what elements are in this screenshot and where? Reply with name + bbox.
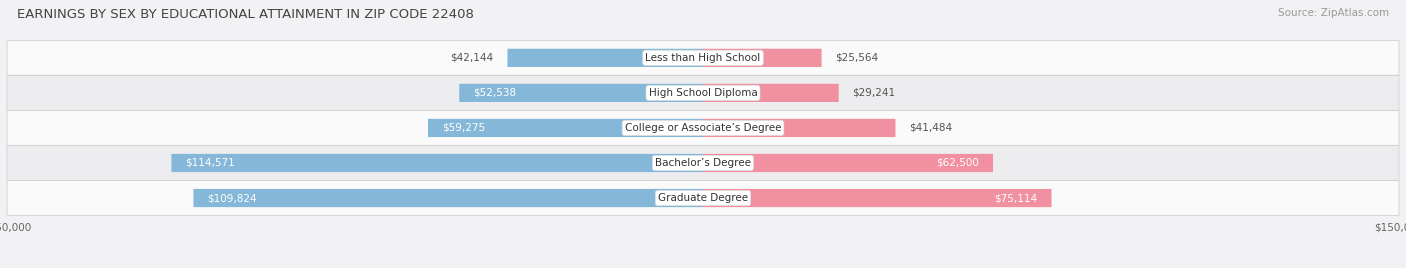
Text: $52,538: $52,538 [474, 88, 516, 98]
FancyBboxPatch shape [7, 111, 1399, 145]
FancyBboxPatch shape [703, 154, 993, 172]
Text: College or Associate’s Degree: College or Associate’s Degree [624, 123, 782, 133]
FancyBboxPatch shape [460, 84, 703, 102]
Text: $41,484: $41,484 [910, 123, 952, 133]
Text: $25,564: $25,564 [835, 53, 879, 63]
FancyBboxPatch shape [427, 119, 703, 137]
Text: High School Diploma: High School Diploma [648, 88, 758, 98]
FancyBboxPatch shape [703, 119, 896, 137]
FancyBboxPatch shape [7, 40, 1399, 75]
Text: $75,114: $75,114 [994, 193, 1038, 203]
Text: Source: ZipAtlas.com: Source: ZipAtlas.com [1278, 8, 1389, 18]
FancyBboxPatch shape [172, 154, 703, 172]
FancyBboxPatch shape [703, 49, 821, 67]
FancyBboxPatch shape [7, 146, 1399, 180]
Text: $62,500: $62,500 [936, 158, 979, 168]
Text: Less than High School: Less than High School [645, 53, 761, 63]
FancyBboxPatch shape [703, 84, 838, 102]
Text: $109,824: $109,824 [207, 193, 257, 203]
FancyBboxPatch shape [508, 49, 703, 67]
Text: $29,241: $29,241 [852, 88, 896, 98]
Text: EARNINGS BY SEX BY EDUCATIONAL ATTAINMENT IN ZIP CODE 22408: EARNINGS BY SEX BY EDUCATIONAL ATTAINMEN… [17, 8, 474, 21]
FancyBboxPatch shape [703, 189, 1052, 207]
Text: Bachelor’s Degree: Bachelor’s Degree [655, 158, 751, 168]
Text: Graduate Degree: Graduate Degree [658, 193, 748, 203]
Text: $114,571: $114,571 [186, 158, 235, 168]
Text: $59,275: $59,275 [441, 123, 485, 133]
FancyBboxPatch shape [194, 189, 703, 207]
FancyBboxPatch shape [7, 76, 1399, 110]
FancyBboxPatch shape [7, 181, 1399, 215]
Text: $42,144: $42,144 [450, 53, 494, 63]
